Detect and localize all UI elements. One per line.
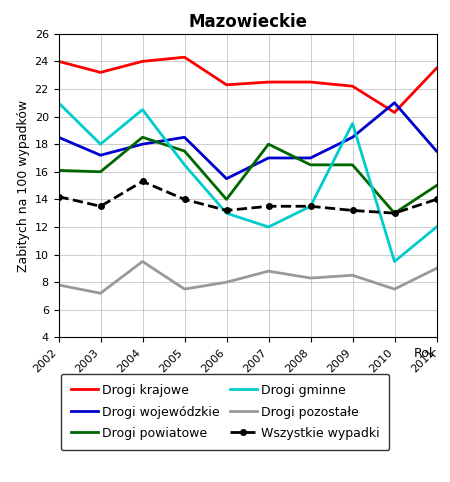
Drogi pozostałe: [56, 282, 61, 288]
Drogi pozostałe: [434, 266, 439, 271]
Line: Drogi krajowe: Drogi krajowe: [58, 57, 436, 112]
Drogi powiatowe: [392, 210, 397, 216]
Drogi powiatowe: [308, 162, 313, 168]
Drogi wojewódzkie: [140, 141, 145, 147]
Drogi pozostałe: [392, 286, 397, 292]
Text: Rok: Rok: [414, 347, 436, 360]
Drogi wojewódzkie: [266, 155, 271, 161]
Drogi wojewódzkie: [392, 100, 397, 106]
Line: Drogi powiatowe: Drogi powiatowe: [58, 137, 436, 213]
Wszystkie wypadki: [266, 203, 271, 209]
Drogi pozostałe: [308, 275, 313, 281]
Drogi gminne: [434, 224, 439, 230]
Drogi gminne: [392, 258, 397, 264]
Drogi powiatowe: [182, 148, 187, 154]
Wszystkie wypadki: [434, 197, 439, 202]
Drogi krajowe: [140, 58, 145, 64]
Drogi powiatowe: [98, 169, 103, 174]
Drogi pozostałe: [98, 290, 103, 296]
Drogi gminne: [308, 203, 313, 209]
Line: Drogi gminne: Drogi gminne: [58, 103, 436, 261]
Line: Wszystkie wypadki: Wszystkie wypadki: [56, 179, 439, 216]
Drogi powiatowe: [350, 162, 355, 168]
Wszystkie wypadki: [224, 208, 229, 214]
Drogi powiatowe: [266, 141, 271, 147]
Drogi wojewódzkie: [56, 134, 61, 140]
Drogi pozostałe: [266, 268, 271, 274]
Line: Drogi wojewódzkie: Drogi wojewódzkie: [58, 103, 436, 179]
Wszystkie wypadki: [140, 178, 145, 184]
Drogi wojewódzkie: [308, 155, 313, 161]
Drogi powiatowe: [140, 134, 145, 140]
Drogi gminne: [98, 141, 103, 147]
Drogi gminne: [350, 120, 355, 126]
Wszystkie wypadki: [350, 208, 355, 214]
Drogi gminne: [266, 224, 271, 230]
Drogi gminne: [56, 100, 61, 106]
Drogi krajowe: [224, 82, 229, 88]
Drogi pozostałe: [182, 286, 187, 292]
Wszystkie wypadki: [182, 197, 187, 202]
Drogi krajowe: [392, 109, 397, 115]
Drogi krajowe: [308, 79, 313, 85]
Wszystkie wypadki: [308, 203, 313, 209]
Drogi gminne: [182, 162, 187, 168]
Drogi krajowe: [350, 83, 355, 89]
Drogi krajowe: [266, 79, 271, 85]
Drogi wojewódzkie: [434, 148, 439, 154]
Drogi krajowe: [182, 54, 187, 60]
Drogi powiatowe: [224, 197, 229, 202]
Drogi pozostałe: [140, 258, 145, 264]
Legend: Drogi krajowe, Drogi wojewódzkie, Drogi powiatowe, Drogi gminne, Drogi pozostałe: Drogi krajowe, Drogi wojewódzkie, Drogi …: [61, 374, 389, 450]
Drogi powiatowe: [56, 168, 61, 174]
Drogi krajowe: [98, 69, 103, 75]
Drogi gminne: [140, 107, 145, 113]
Drogi powiatowe: [434, 183, 439, 188]
Drogi pozostałe: [224, 279, 229, 285]
Wszystkie wypadki: [56, 194, 61, 200]
Wszystkie wypadki: [392, 210, 397, 216]
Drogi gminne: [224, 210, 229, 216]
Y-axis label: Zabitych na 100 wypadków: Zabitych na 100 wypadków: [18, 99, 30, 272]
Drogi wojewódzkie: [224, 176, 229, 182]
Drogi krajowe: [56, 58, 61, 64]
Drogi wojewódzkie: [98, 152, 103, 158]
Line: Drogi pozostałe: Drogi pozostałe: [58, 261, 436, 293]
Wszystkie wypadki: [98, 203, 103, 209]
Drogi pozostałe: [350, 272, 355, 278]
Drogi krajowe: [434, 66, 439, 71]
Drogi wojewódzkie: [350, 134, 355, 140]
Title: Mazowieckie: Mazowieckie: [188, 13, 307, 31]
Drogi wojewódzkie: [182, 134, 187, 140]
